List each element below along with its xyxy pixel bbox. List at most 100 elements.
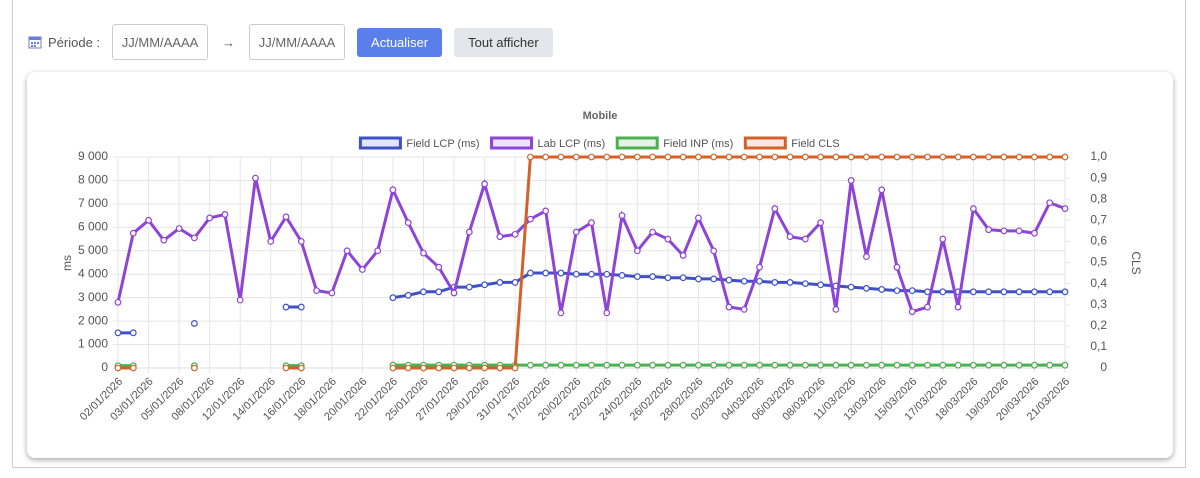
data-point <box>496 279 504 286</box>
data-point <box>847 177 855 184</box>
data-point <box>756 153 763 161</box>
data-point <box>954 303 962 311</box>
data-point <box>129 364 137 372</box>
data-point <box>588 361 595 369</box>
data-point <box>710 361 718 369</box>
data-point <box>221 211 229 218</box>
start-date-input[interactable]: JJ/MM/AAAA <box>112 24 209 60</box>
data-point <box>435 263 443 271</box>
frame <box>12 0 1186 468</box>
data-point <box>817 361 825 369</box>
data-point <box>465 364 473 372</box>
data-point <box>527 269 534 277</box>
data-point <box>756 277 763 285</box>
data-point <box>817 219 825 227</box>
data-point <box>985 153 993 161</box>
data-point <box>878 186 886 194</box>
data-point <box>771 361 779 369</box>
data-point <box>557 309 565 317</box>
data-point <box>297 237 305 245</box>
data-point <box>710 275 718 283</box>
data-point <box>679 153 687 161</box>
y-tick-label: 5 000 <box>78 243 108 257</box>
data-point <box>924 303 931 311</box>
data-point <box>618 361 626 369</box>
data-point <box>847 283 855 291</box>
data-point <box>435 364 443 372</box>
data-point <box>557 361 565 369</box>
data-point <box>740 361 748 369</box>
data-point <box>481 364 488 372</box>
legend-label: Field LCP (ms) <box>406 138 479 150</box>
data-point <box>1000 288 1008 296</box>
data-point <box>1061 361 1069 369</box>
data-point <box>527 215 534 223</box>
data-point <box>129 329 137 337</box>
end-date-input[interactable]: JJ/MM/AAAA <box>249 24 346 60</box>
data-point <box>954 153 962 161</box>
data-point <box>1000 153 1008 161</box>
refresh-button[interactable]: Actualiser <box>357 27 443 57</box>
data-point <box>618 271 626 279</box>
data-point <box>542 361 550 369</box>
data-point <box>420 364 427 372</box>
data-point <box>863 284 870 292</box>
data-point <box>847 361 855 369</box>
show-all-button[interactable]: Tout afficher <box>454 27 553 57</box>
data-point <box>893 153 901 161</box>
data-point <box>527 153 534 161</box>
data-point <box>542 153 550 161</box>
data-point <box>190 320 198 327</box>
data-point <box>985 226 993 234</box>
data-point <box>603 270 611 278</box>
data-point <box>1000 361 1008 369</box>
data-point <box>435 288 443 296</box>
data-point <box>358 266 366 273</box>
data-point <box>771 153 779 161</box>
data-point <box>695 153 702 161</box>
data-point <box>969 153 977 161</box>
data-point <box>786 153 794 161</box>
data-point <box>695 275 702 283</box>
arrow: → <box>222 34 236 50</box>
y-tick-label: 8 000 <box>78 173 108 187</box>
data-point <box>1031 288 1038 296</box>
data-point <box>588 219 595 227</box>
legend-label: Lab LCP (ms) <box>538 138 606 150</box>
data-point <box>542 207 550 215</box>
data-point <box>679 361 687 369</box>
data-point <box>114 364 122 372</box>
data-point <box>695 214 702 222</box>
data-point <box>1061 288 1069 296</box>
data-point <box>771 205 779 212</box>
legend-swatch <box>743 136 787 150</box>
series-line <box>118 271 1065 335</box>
data-point <box>756 361 763 369</box>
y-tick-label: 9 000 <box>78 149 108 163</box>
data-point <box>832 305 840 313</box>
data-point <box>496 233 504 241</box>
data-point <box>404 291 412 299</box>
data-point <box>878 361 886 369</box>
data-point <box>649 153 656 161</box>
filters: Période : JJ/MM/AAAA → JJ/MM/AAAA Actual… <box>28 22 553 62</box>
data-point <box>129 229 137 237</box>
data-point <box>1061 153 1069 161</box>
data-point <box>863 153 870 161</box>
data-point <box>557 153 565 161</box>
series-line <box>118 155 1065 370</box>
legend: Field LCP (ms) Lab LCP (ms) Field INP (ms)… <box>358 136 840 150</box>
data-point <box>297 303 305 311</box>
data-point <box>695 361 702 369</box>
data-point <box>878 153 886 161</box>
data-point <box>786 361 794 369</box>
data-point <box>404 219 412 227</box>
data-point <box>893 361 901 369</box>
data-point <box>664 361 672 369</box>
data-point <box>664 153 672 161</box>
data-point <box>343 247 351 255</box>
data-point <box>939 288 947 296</box>
period-label: Période : <box>48 34 101 50</box>
legend-swatch <box>615 136 659 150</box>
